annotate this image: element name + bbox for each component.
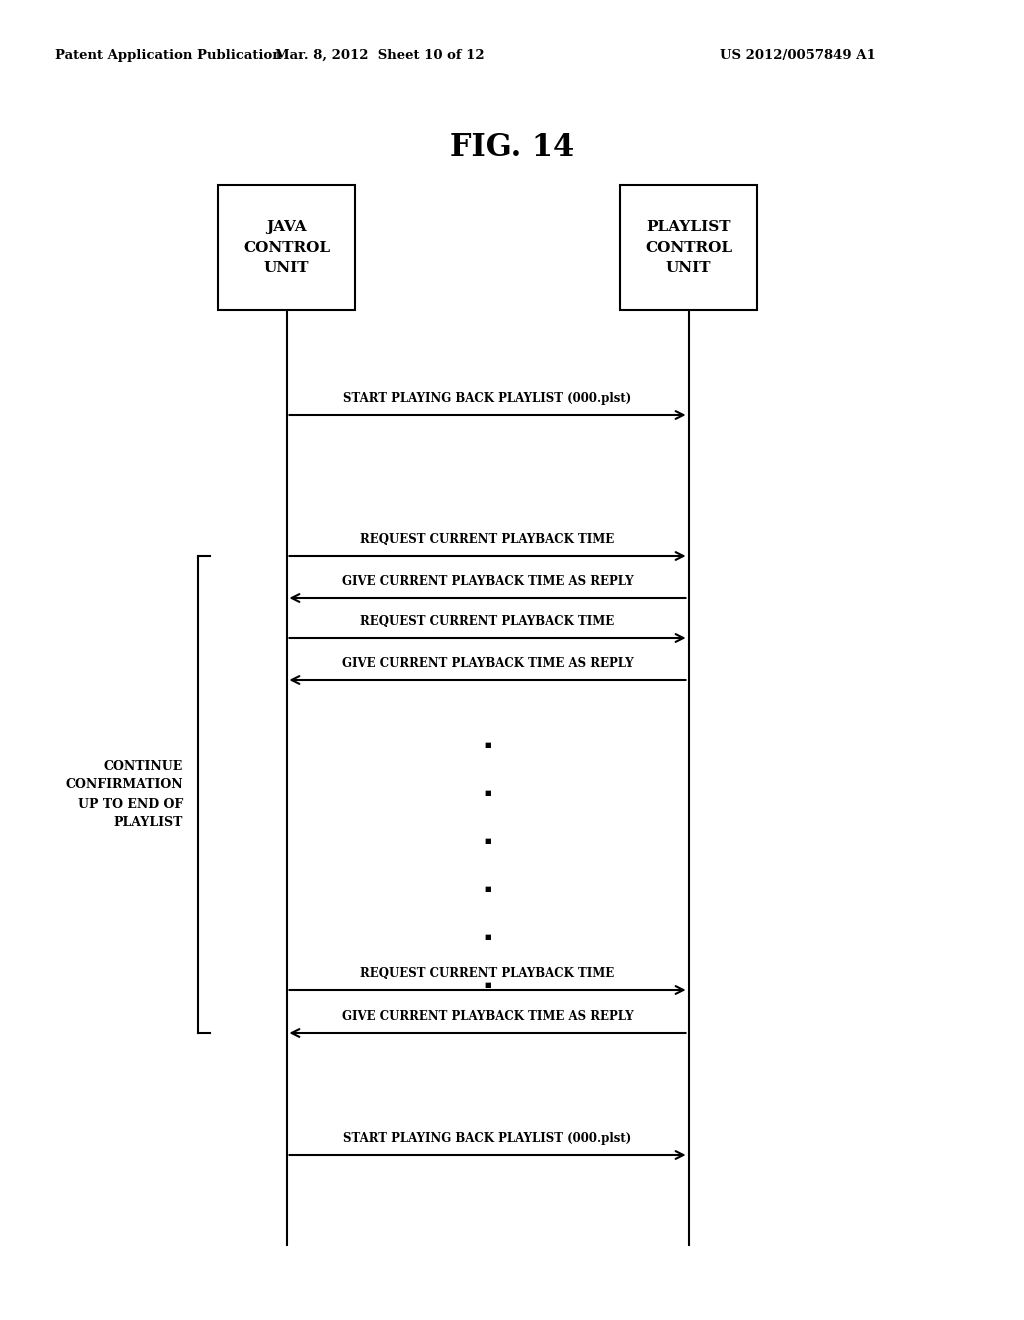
Text: ■: ■ [484,886,490,892]
Text: GIVE CURRENT PLAYBACK TIME AS REPLY: GIVE CURRENT PLAYBACK TIME AS REPLY [342,1010,633,1023]
Text: GIVE CURRENT PLAYBACK TIME AS REPLY: GIVE CURRENT PLAYBACK TIME AS REPLY [342,576,633,587]
Text: JAVA
CONTROL
UNIT: JAVA CONTROL UNIT [243,220,330,275]
Text: CONTINUE
CONFIRMATION
UP TO END OF
PLAYLIST: CONTINUE CONFIRMATION UP TO END OF PLAYL… [66,759,183,829]
Text: Patent Application Publication: Patent Application Publication [55,49,282,62]
Text: ■: ■ [484,789,490,796]
Text: US 2012/0057849 A1: US 2012/0057849 A1 [720,49,876,62]
Text: ■: ■ [484,742,490,748]
Text: REQUEST CURRENT PLAYBACK TIME: REQUEST CURRENT PLAYBACK TIME [360,968,614,979]
Text: FIG. 14: FIG. 14 [450,132,574,164]
Text: ■: ■ [484,838,490,843]
Text: START PLAYING BACK PLAYLIST (000.plst): START PLAYING BACK PLAYLIST (000.plst) [343,1133,632,1144]
Bar [620,185,757,310]
Text: PLAYLIST
CONTROL
UNIT: PLAYLIST CONTROL UNIT [645,220,732,275]
Text: START PLAYING BACK PLAYLIST (000.plst): START PLAYING BACK PLAYLIST (000.plst) [343,392,632,405]
Bar [218,185,355,310]
Text: ■: ■ [484,982,490,987]
Text: GIVE CURRENT PLAYBACK TIME AS REPLY: GIVE CURRENT PLAYBACK TIME AS REPLY [342,657,633,671]
Text: Mar. 8, 2012  Sheet 10 of 12: Mar. 8, 2012 Sheet 10 of 12 [275,49,484,62]
Text: REQUEST CURRENT PLAYBACK TIME: REQUEST CURRENT PLAYBACK TIME [360,533,614,546]
Text: ■: ■ [484,935,490,940]
Text: REQUEST CURRENT PLAYBACK TIME: REQUEST CURRENT PLAYBACK TIME [360,615,614,628]
